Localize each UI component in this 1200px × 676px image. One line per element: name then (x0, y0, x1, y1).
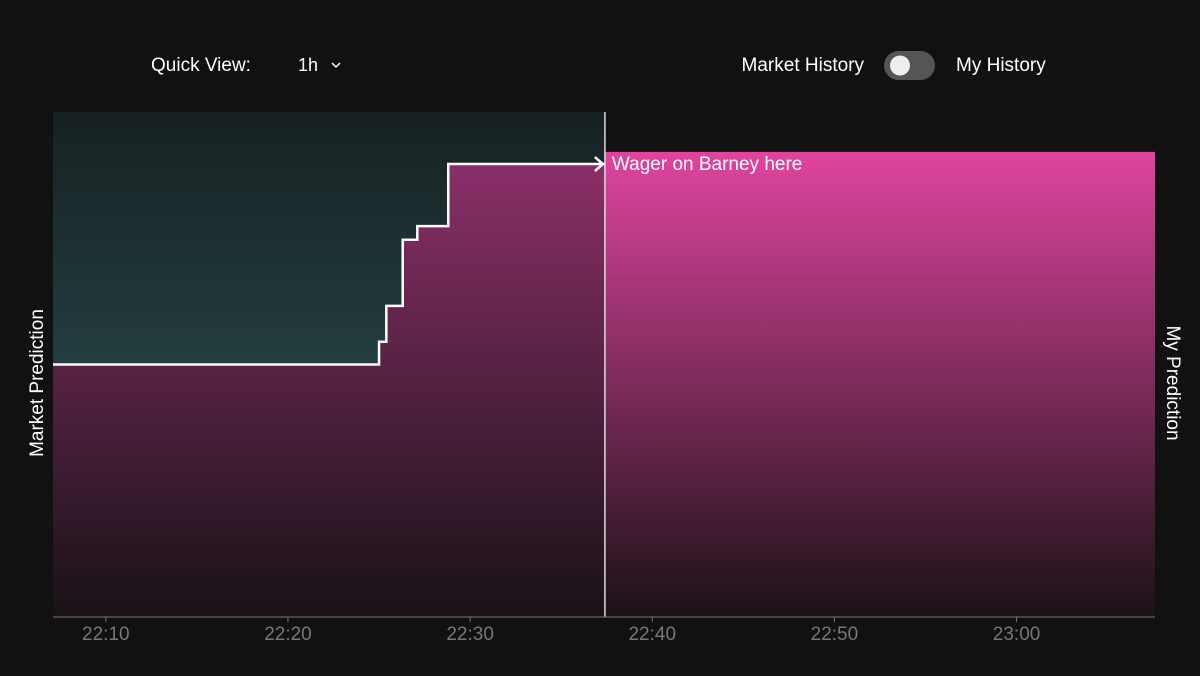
x-tick-label: 22:20 (264, 624, 312, 645)
area-below (53, 164, 605, 617)
x-tick-label: 22:30 (446, 624, 494, 645)
dropdown-chevron[interactable] (331, 62, 341, 69)
quick-view-label: Quick View: (151, 55, 251, 76)
x-tick-label: 22:10 (82, 624, 130, 645)
x-tick-label: 22:50 (811, 624, 859, 645)
quick-view-select[interactable]: 1h (298, 55, 318, 75)
y-axis-label: Market Prediction (27, 309, 48, 457)
y2-axis-label: My Prediction (1162, 325, 1183, 440)
market-history-label: Market History (742, 55, 865, 76)
market-line (53, 162, 605, 366)
my-prediction-area (604, 151, 1155, 617)
x-tick-label: 22:40 (628, 624, 676, 645)
annotation: Wager on Barney here (612, 154, 802, 175)
toggle-knob (890, 55, 910, 76)
x-tick-label: 23:00 (993, 624, 1041, 645)
arrow-head (594, 156, 605, 172)
my-history-label: My History (956, 55, 1046, 76)
